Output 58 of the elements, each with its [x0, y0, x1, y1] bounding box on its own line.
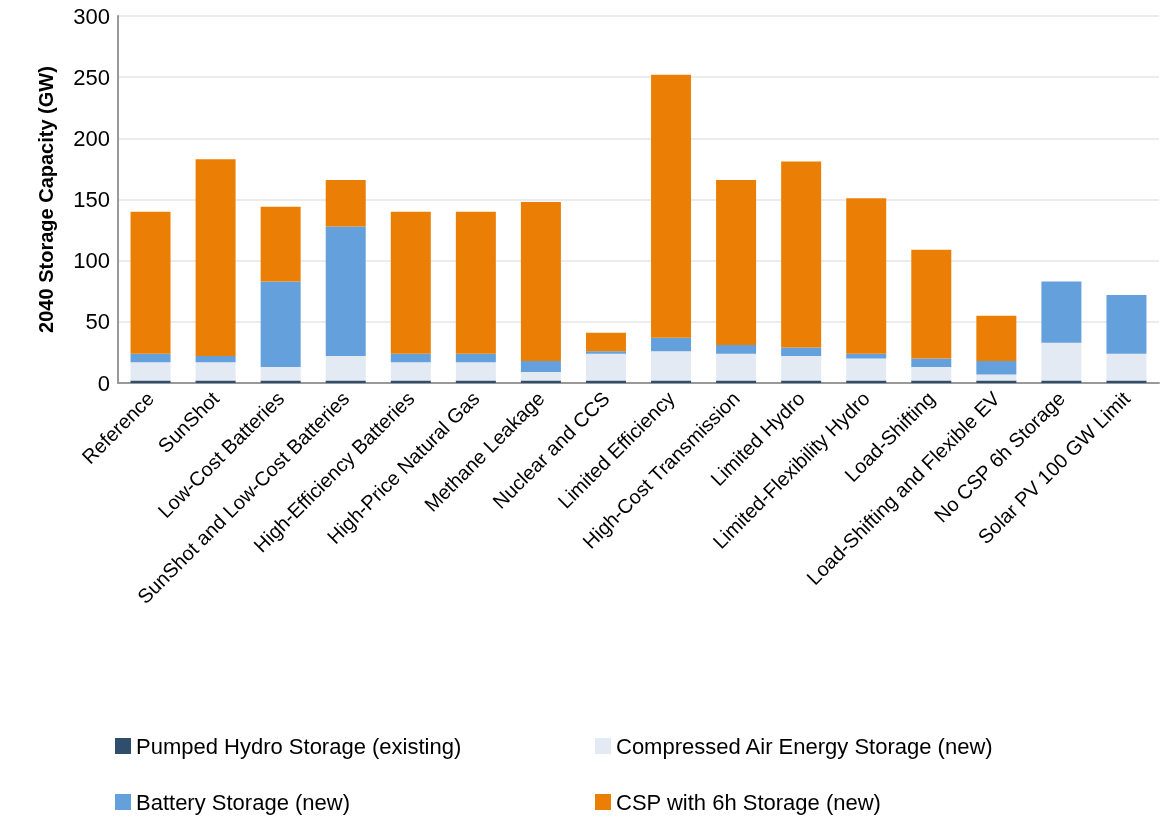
bar	[781, 347, 822, 357]
bar	[520, 201, 561, 361]
legend-label: CSP with 6h Storage (new)	[616, 789, 881, 815]
bar	[195, 356, 236, 363]
y-tick-label: 200	[73, 125, 110, 151]
bar	[1106, 353, 1147, 381]
bar	[260, 367, 301, 381]
y-tick-label: 300	[73, 3, 110, 29]
legend-label: Battery Storage (new)	[136, 789, 350, 815]
y-tick-label: 250	[73, 64, 110, 90]
y-axis-title: 2040 Storage Capacity (GW)	[35, 66, 57, 333]
bar	[1106, 294, 1147, 354]
bar	[390, 353, 431, 363]
bar	[195, 362, 236, 381]
legend-label: Compressed Air Energy Storage (new)	[616, 733, 993, 759]
y-tick-label: 150	[73, 187, 110, 212]
bar	[455, 353, 496, 363]
bar	[976, 360, 1017, 375]
bar	[976, 315, 1017, 361]
bar	[585, 332, 626, 352]
bar	[716, 179, 757, 346]
y-tick-label: 0	[97, 370, 110, 396]
bar	[260, 206, 301, 282]
bar	[390, 211, 431, 354]
bar	[130, 353, 171, 363]
bar	[651, 74, 692, 338]
bar	[325, 179, 366, 227]
bar	[716, 345, 757, 354]
bar	[976, 374, 1017, 381]
bar	[390, 362, 431, 381]
legend-label: Pumped Hydro Storage (existing)	[136, 733, 462, 759]
bar	[130, 211, 171, 354]
bar	[911, 249, 952, 359]
bar	[520, 360, 561, 372]
bar	[781, 356, 822, 381]
bar	[846, 353, 887, 359]
bar	[716, 353, 757, 381]
bar	[781, 161, 822, 348]
bar	[1041, 342, 1082, 381]
bar	[325, 356, 366, 381]
bar	[260, 281, 301, 368]
bar	[195, 159, 236, 357]
bar	[911, 367, 952, 381]
bar	[1041, 281, 1082, 343]
bar	[520, 371, 561, 381]
bar	[911, 358, 952, 368]
bar	[651, 351, 692, 381]
y-tick-label: 100	[73, 248, 110, 274]
y-tick-label: 50	[85, 309, 110, 335]
bar	[455, 362, 496, 381]
bar	[585, 351, 626, 354]
bar	[455, 211, 496, 354]
bar	[325, 226, 366, 357]
bar	[846, 198, 887, 354]
bar	[130, 362, 171, 381]
bar	[651, 337, 692, 352]
bar	[585, 353, 626, 381]
bar	[846, 358, 887, 381]
